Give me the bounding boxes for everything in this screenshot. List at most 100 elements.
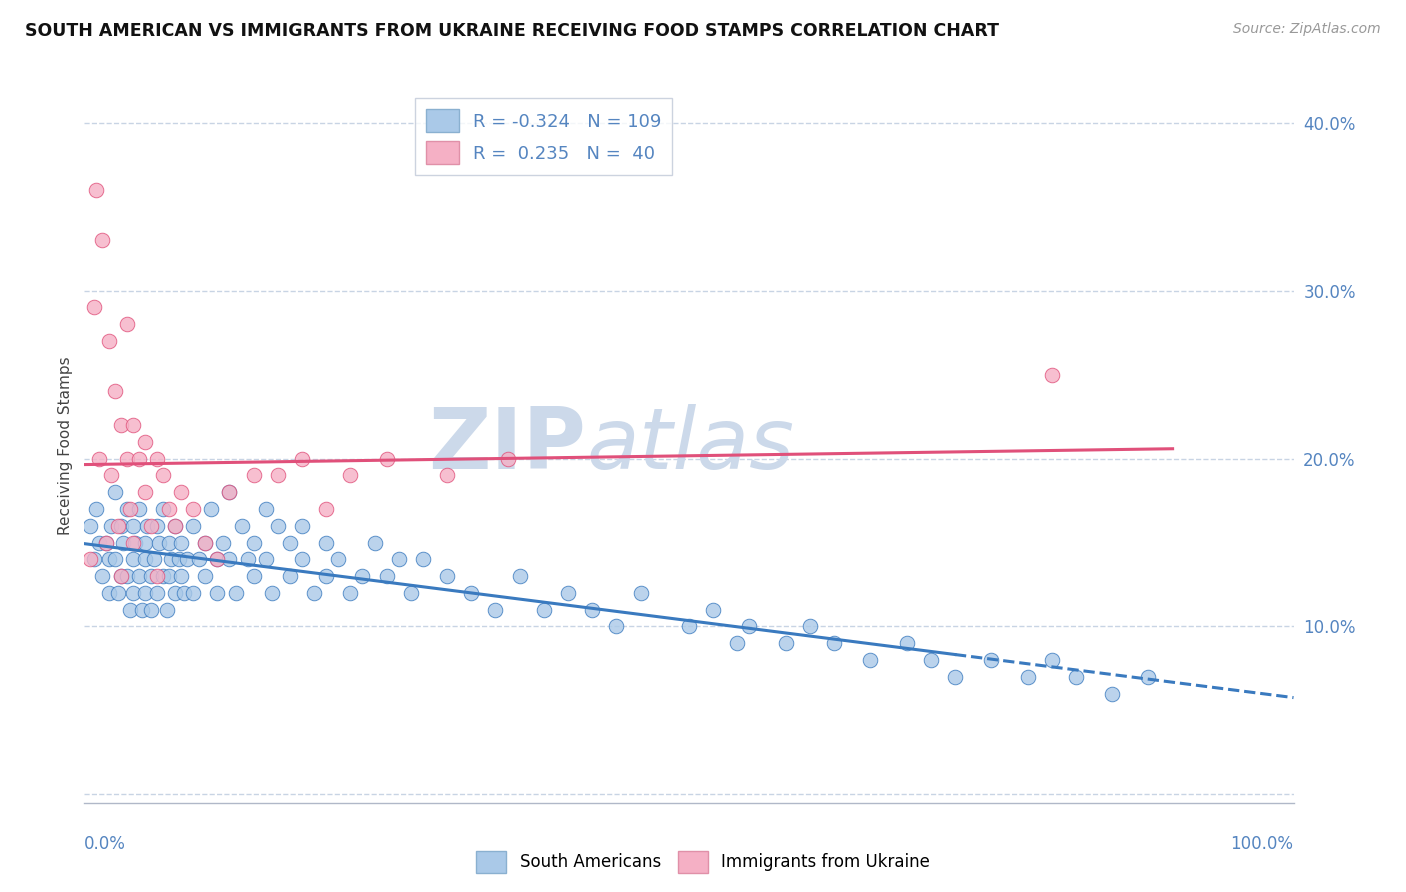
Point: [83, 301, 105, 315]
Point: [630, 586, 652, 600]
Point: [157, 569, 180, 583]
Point: [136, 518, 159, 533]
Point: [260, 586, 283, 600]
Point: [1040, 653, 1063, 667]
Point: [128, 451, 150, 466]
Legend: R = -0.324   N = 109, R =  0.235   N =  40: R = -0.324 N = 109, R = 0.235 N = 40: [415, 98, 672, 176]
Point: [146, 586, 169, 600]
Point: [143, 552, 166, 566]
Point: [1040, 368, 1063, 382]
Point: [124, 535, 146, 549]
Point: [533, 603, 555, 617]
Point: [87, 535, 110, 549]
Point: [128, 569, 150, 583]
Point: [87, 451, 110, 466]
Point: [120, 502, 142, 516]
Legend: South Americans, Immigrants from Ukraine: South Americans, Immigrants from Ukraine: [470, 845, 936, 880]
Point: [94, 535, 117, 549]
Point: [139, 518, 162, 533]
Point: [231, 518, 253, 533]
Point: [278, 569, 301, 583]
Point: [97, 552, 120, 566]
Point: [496, 451, 519, 466]
Point: [165, 518, 187, 533]
Point: [181, 586, 204, 600]
Text: 100.0%: 100.0%: [1230, 835, 1294, 853]
Point: [291, 451, 314, 466]
Point: [115, 318, 138, 332]
Point: [896, 636, 918, 650]
Text: ZIP: ZIP: [429, 404, 586, 488]
Point: [436, 468, 458, 483]
Point: [363, 535, 385, 549]
Point: [605, 619, 627, 633]
Point: [302, 586, 325, 600]
Text: Source: ZipAtlas.com: Source: ZipAtlas.com: [1233, 22, 1381, 37]
Point: [160, 552, 183, 566]
Point: [110, 569, 132, 583]
Point: [121, 417, 143, 432]
Point: [128, 502, 150, 516]
Point: [104, 552, 127, 566]
Point: [1137, 670, 1160, 684]
Point: [176, 552, 198, 566]
Point: [1017, 670, 1039, 684]
Point: [236, 552, 259, 566]
Point: [155, 603, 177, 617]
Y-axis label: Receiving Food Stamps: Receiving Food Stamps: [58, 357, 73, 535]
Point: [738, 619, 761, 633]
Point: [188, 552, 211, 566]
Text: SOUTH AMERICAN VS IMMIGRANTS FROM UKRAINE RECEIVING FOOD STAMPS CORRELATION CHAR: SOUTH AMERICAN VS IMMIGRANTS FROM UKRAIN…: [25, 22, 1000, 40]
Point: [110, 417, 132, 432]
Point: [83, 552, 105, 566]
Point: [375, 569, 398, 583]
Point: [107, 518, 129, 533]
Point: [436, 569, 458, 583]
Point: [460, 586, 482, 600]
Point: [218, 552, 240, 566]
Point: [375, 451, 398, 466]
Point: [484, 603, 506, 617]
Point: [242, 535, 264, 549]
Point: [315, 569, 337, 583]
Point: [115, 451, 138, 466]
Point: [121, 535, 143, 549]
Point: [339, 468, 361, 483]
Point: [1064, 670, 1087, 684]
Point: [139, 569, 162, 583]
Point: [131, 603, 153, 617]
Point: [121, 552, 143, 566]
Point: [157, 535, 180, 549]
Point: [79, 552, 101, 566]
Point: [291, 518, 314, 533]
Point: [121, 518, 143, 533]
Point: [139, 603, 162, 617]
Point: [267, 468, 290, 483]
Point: [678, 619, 700, 633]
Point: [152, 502, 174, 516]
Point: [115, 569, 138, 583]
Point: [146, 569, 169, 583]
Point: [134, 434, 156, 449]
Point: [254, 552, 277, 566]
Point: [328, 552, 350, 566]
Point: [799, 619, 821, 633]
Point: [278, 535, 301, 549]
Point: [104, 384, 127, 399]
Point: [225, 586, 247, 600]
Point: [399, 586, 422, 600]
Point: [115, 502, 138, 516]
Point: [267, 518, 290, 533]
Point: [254, 502, 277, 516]
Point: [165, 586, 187, 600]
Point: [167, 552, 190, 566]
Point: [152, 468, 174, 483]
Point: [509, 569, 531, 583]
Point: [725, 636, 748, 650]
Point: [86, 183, 108, 197]
Point: [194, 535, 217, 549]
Text: atlas: atlas: [586, 404, 794, 488]
Point: [212, 535, 235, 549]
Point: [1101, 687, 1123, 701]
Point: [194, 535, 217, 549]
